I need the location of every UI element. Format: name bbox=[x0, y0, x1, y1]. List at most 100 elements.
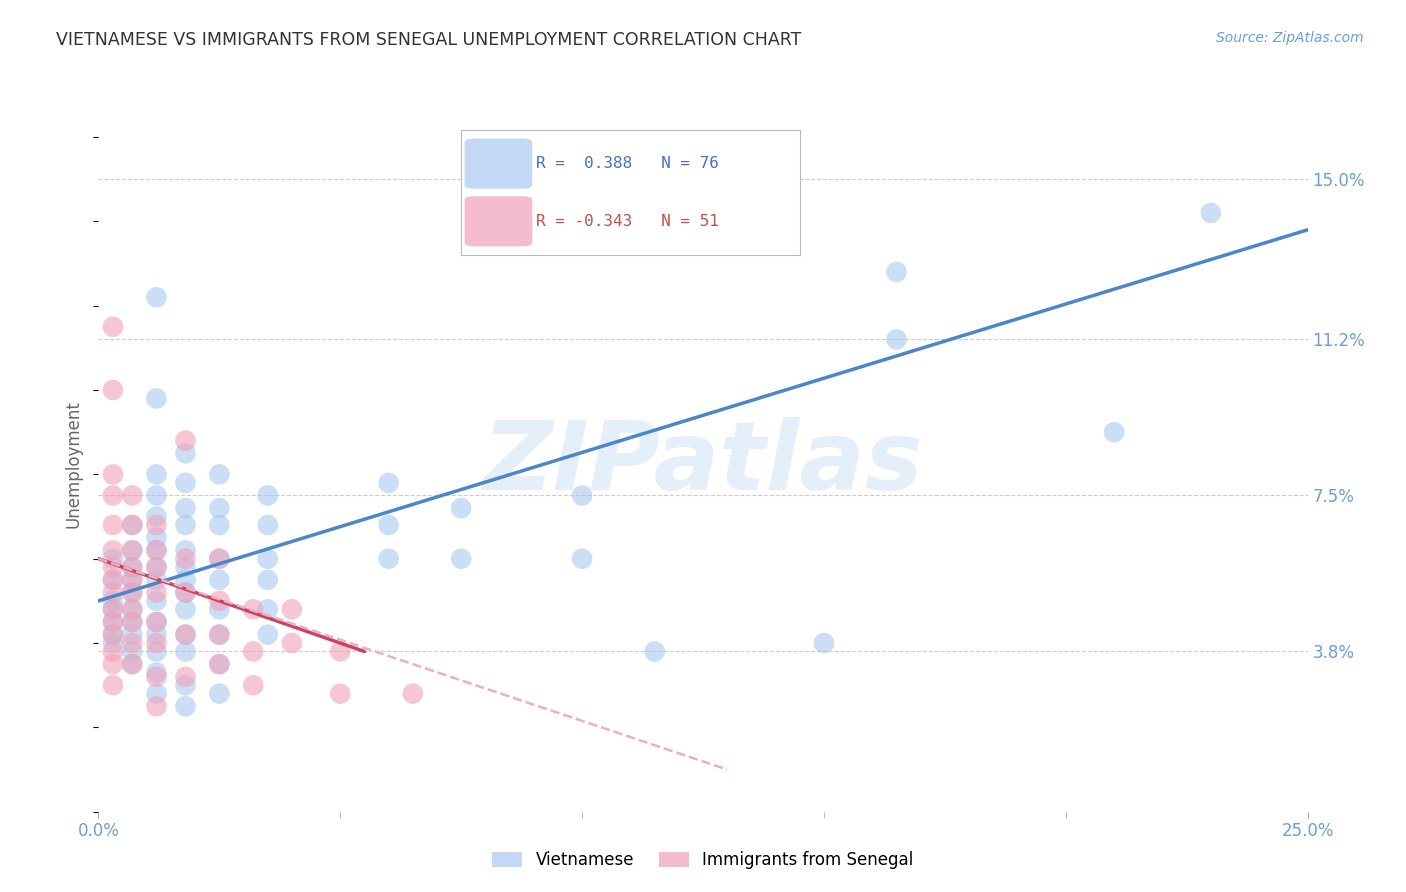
Point bbox=[121, 560, 143, 574]
Point bbox=[101, 594, 124, 608]
Point bbox=[121, 636, 143, 650]
Point bbox=[145, 644, 167, 658]
Point bbox=[174, 434, 197, 448]
Point bbox=[1199, 206, 1222, 220]
Point bbox=[281, 602, 304, 616]
Point bbox=[101, 467, 124, 482]
Point bbox=[208, 594, 231, 608]
Point bbox=[1102, 425, 1125, 440]
Point bbox=[813, 636, 835, 650]
Point bbox=[101, 615, 124, 629]
Point bbox=[256, 627, 278, 641]
Point bbox=[281, 636, 304, 650]
Point bbox=[402, 687, 425, 701]
Point bbox=[377, 518, 399, 533]
Point bbox=[121, 488, 143, 502]
Point bbox=[377, 551, 399, 566]
Point bbox=[145, 594, 167, 608]
Point bbox=[145, 543, 167, 558]
Point bbox=[121, 627, 143, 641]
Point bbox=[208, 573, 231, 587]
Point bbox=[121, 657, 143, 672]
Point bbox=[208, 627, 231, 641]
Point bbox=[208, 602, 231, 616]
Point bbox=[174, 678, 197, 692]
Point bbox=[644, 644, 666, 658]
Point bbox=[256, 602, 278, 616]
Point bbox=[101, 551, 124, 566]
Point bbox=[145, 488, 167, 502]
Y-axis label: Unemployment: Unemployment bbox=[65, 400, 83, 528]
Point bbox=[174, 602, 197, 616]
Point bbox=[242, 644, 264, 658]
Point bbox=[121, 602, 143, 616]
Point bbox=[101, 657, 124, 672]
Point bbox=[145, 670, 167, 684]
Point bbox=[101, 615, 124, 629]
Legend: Vietnamese, Immigrants from Senegal: Vietnamese, Immigrants from Senegal bbox=[492, 852, 914, 870]
Point bbox=[208, 551, 231, 566]
Point bbox=[145, 687, 167, 701]
Point bbox=[121, 585, 143, 599]
Point bbox=[242, 602, 264, 616]
Point bbox=[121, 657, 143, 672]
Point bbox=[145, 543, 167, 558]
Point bbox=[174, 699, 197, 714]
Point bbox=[208, 687, 231, 701]
Point bbox=[886, 265, 908, 279]
Point bbox=[174, 446, 197, 460]
Point bbox=[208, 551, 231, 566]
Point bbox=[145, 392, 167, 406]
Point bbox=[101, 518, 124, 533]
Point bbox=[145, 560, 167, 574]
Point bbox=[145, 531, 167, 545]
Point bbox=[174, 501, 197, 516]
Point bbox=[174, 551, 197, 566]
Point bbox=[208, 627, 231, 641]
Point bbox=[101, 678, 124, 692]
Point bbox=[174, 627, 197, 641]
Point bbox=[208, 501, 231, 516]
Point bbox=[121, 543, 143, 558]
Point bbox=[145, 615, 167, 629]
Point bbox=[121, 518, 143, 533]
Text: Source: ZipAtlas.com: Source: ZipAtlas.com bbox=[1216, 31, 1364, 45]
Point bbox=[121, 573, 143, 587]
Point bbox=[174, 573, 197, 587]
Point bbox=[208, 518, 231, 533]
Point bbox=[174, 585, 197, 599]
Point bbox=[256, 518, 278, 533]
Point bbox=[145, 467, 167, 482]
Point bbox=[174, 644, 197, 658]
Point bbox=[101, 627, 124, 641]
Point bbox=[121, 615, 143, 629]
Point bbox=[121, 585, 143, 599]
Point bbox=[208, 467, 231, 482]
Point bbox=[208, 657, 231, 672]
Point bbox=[256, 551, 278, 566]
Point bbox=[145, 636, 167, 650]
Point bbox=[101, 585, 124, 599]
Point bbox=[145, 509, 167, 524]
Point bbox=[101, 636, 124, 650]
Point bbox=[256, 573, 278, 587]
Point bbox=[101, 383, 124, 397]
Point bbox=[145, 518, 167, 533]
Point bbox=[121, 602, 143, 616]
Point bbox=[571, 488, 593, 502]
Point bbox=[101, 602, 124, 616]
Point bbox=[886, 333, 908, 347]
Point bbox=[450, 551, 472, 566]
Point bbox=[121, 518, 143, 533]
Point bbox=[329, 644, 352, 658]
Point bbox=[145, 627, 167, 641]
Point bbox=[145, 560, 167, 574]
Point bbox=[121, 560, 143, 574]
Point bbox=[377, 475, 399, 490]
Point bbox=[450, 501, 472, 516]
Point bbox=[145, 699, 167, 714]
Point bbox=[174, 475, 197, 490]
Point bbox=[145, 290, 167, 304]
Point bbox=[208, 657, 231, 672]
Point bbox=[101, 627, 124, 641]
